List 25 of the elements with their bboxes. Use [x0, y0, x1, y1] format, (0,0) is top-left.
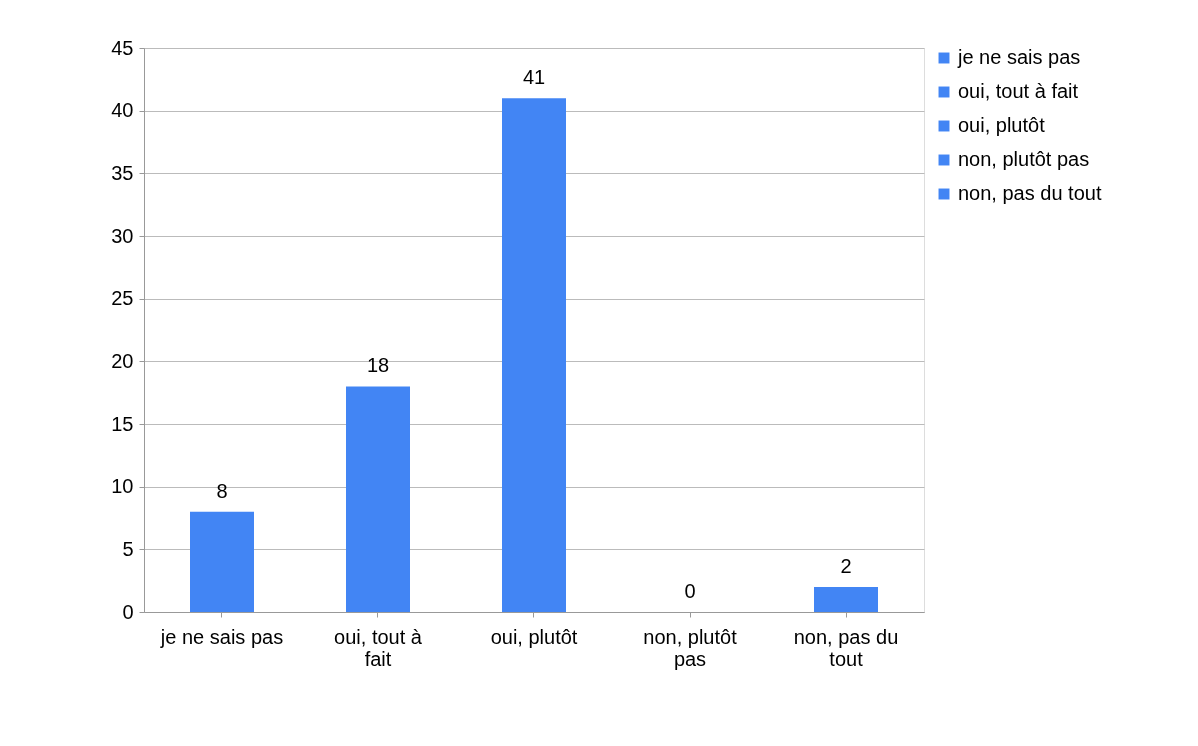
data-label: 8: [216, 479, 228, 502]
x-tick-label: non, pas du tout: [793, 625, 899, 670]
legend-label: je ne sais pas: [957, 46, 1081, 68]
y-tick-label: 35: [111, 161, 134, 184]
y-tick-label: 25: [111, 287, 134, 310]
y-tick-label: 5: [122, 537, 134, 560]
data-label: 2: [840, 554, 852, 577]
legend-label: oui, tout à fait: [958, 80, 1079, 102]
x-tick-label: oui, plutôt: [490, 625, 578, 648]
legend-label: non, pas du tout: [958, 182, 1102, 204]
y-tick-label: 10: [111, 475, 134, 498]
y-tick-label: 30: [111, 224, 134, 247]
data-label: 41: [522, 66, 546, 89]
data-label: 18: [366, 354, 390, 377]
y-tick-label: 15: [111, 412, 134, 435]
x-tick-label: non, plutôt pas: [643, 625, 738, 670]
legend-label: oui, plutôt: [958, 114, 1046, 136]
legend-label: non, plutôt pas: [958, 148, 1090, 170]
x-tick-label: je ne sais pas: [159, 625, 284, 648]
y-tick-label: 0: [122, 600, 134, 623]
y-tick-label: 45: [111, 36, 134, 59]
data-label: 0: [684, 580, 696, 602]
y-tick-label: 40: [111, 99, 134, 122]
y-tick-label: 20: [111, 349, 134, 372]
x-tick-label: oui, tout à fait: [334, 625, 423, 670]
